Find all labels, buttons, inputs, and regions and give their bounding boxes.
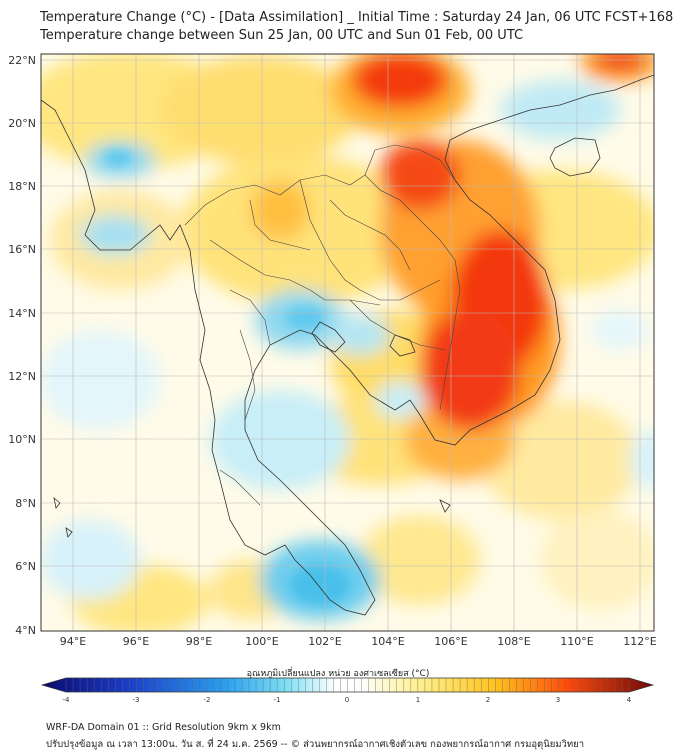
footer-credit: ปรับปรุงข้อมูล ณ เวลา 13:00น. วัน ส. ที่…: [46, 739, 585, 750]
lon-label-108: 108°E: [497, 635, 530, 648]
latitude-axis: 22°N 20°N 18°N 16°N 14°N 12°N 10°N 8°N 6…: [8, 54, 36, 637]
lat-label-22: 22°N: [8, 54, 36, 67]
cbar-tick-1: 1: [416, 696, 420, 704]
temperature-field: [41, 54, 654, 631]
map-frame: [40, 53, 655, 632]
lon-label-112: 112°E: [623, 635, 656, 648]
cbar-tick--4: -4: [63, 696, 71, 704]
lon-label-96: 96°E: [123, 635, 149, 648]
lat-label-6: 6°N: [15, 560, 36, 573]
map-subtitle: Temperature change between Sun 25 Jan, 0…: [40, 28, 524, 43]
lat-label-8: 8°N: [15, 497, 36, 510]
lat-label-14: 14°N: [8, 307, 36, 320]
cbar-tick-2: 2: [486, 696, 490, 704]
colorbar-title: อุณหภูมิเปลี่ยนแปลง หน่วย องศาเซลเซียส (…: [246, 669, 430, 679]
lon-label-106: 106°E: [434, 635, 467, 648]
cbar-tick-4: 4: [627, 696, 632, 704]
cbar-tick--3: -3: [133, 696, 140, 704]
lon-label-100: 100°E: [245, 635, 278, 648]
colorbar-ticks: -4 -3 -2 -1 0 1 2 3 4: [63, 696, 632, 704]
cbar-tick--2: -2: [204, 696, 211, 704]
lon-label-94: 94°E: [60, 635, 86, 648]
lat-label-16: 16°N: [8, 243, 36, 256]
cbar-tick--1: -1: [274, 696, 281, 704]
lat-label-20: 20°N: [8, 117, 36, 130]
longitude-axis: 94°E 96°E 98°E 100°E 102°E 104°E 106°E 1…: [60, 635, 657, 648]
coastlines: [41, 74, 654, 616]
lat-label-18: 18°N: [8, 180, 36, 193]
lat-label-12: 12°N: [8, 370, 36, 383]
map-title: Temperature Change (°C) - [Data Assimila…: [40, 10, 674, 25]
cbar-tick-0: 0: [345, 696, 349, 704]
temperature-change-map: 22°N 20°N 18°N 16°N 14°N 12°N 10°N 8°N 6…: [8, 53, 657, 648]
footer-model-info: WRF-DA Domain 01 :: Grid Resolution 9km …: [46, 722, 281, 733]
lat-label-10: 10°N: [8, 433, 36, 446]
lat-label-4: 4°N: [15, 624, 36, 637]
lon-label-104: 104°E: [371, 635, 404, 648]
colorbar: -4 -3 -2 -1 0 1 2 3 4: [40, 677, 655, 704]
lon-label-102: 102°E: [308, 635, 341, 648]
cbar-tick-3: 3: [556, 696, 560, 704]
lon-label-98: 98°E: [186, 635, 212, 648]
lon-label-110: 110°E: [560, 635, 593, 648]
borders: [184, 144, 461, 506]
